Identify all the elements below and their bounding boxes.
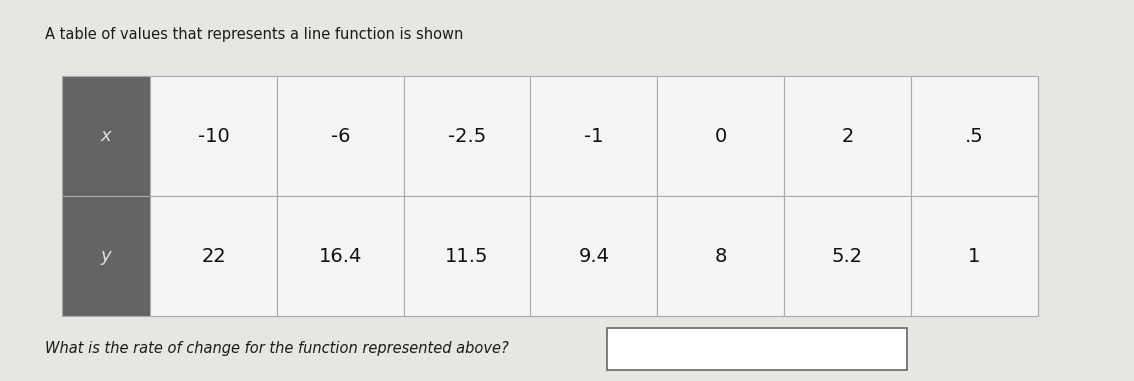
Bar [404, 196, 531, 316]
Text: -2.5: -2.5 [448, 127, 486, 146]
Text: -6: -6 [331, 127, 350, 146]
Text: 8: 8 [714, 247, 727, 266]
Text: A table of values that represents a line function is shown: A table of values that represents a line… [45, 27, 464, 42]
Text: 11.5: 11.5 [446, 247, 489, 266]
Bar [784, 76, 911, 196]
Text: 9.4: 9.4 [578, 247, 609, 266]
Text: 22: 22 [201, 247, 226, 266]
Bar [531, 196, 658, 316]
Text: 1: 1 [968, 247, 981, 266]
Text: -10: -10 [197, 127, 229, 146]
Text: .5: .5 [965, 127, 983, 146]
Bar [62, 76, 150, 196]
Bar [277, 196, 404, 316]
Bar [277, 76, 404, 196]
Text: x: x [101, 127, 111, 145]
Bar [531, 76, 658, 196]
Bar [150, 76, 277, 196]
Bar [658, 76, 784, 196]
Bar [911, 196, 1038, 316]
Bar [404, 76, 531, 196]
Text: What is the rate of change for the function represented above?: What is the rate of change for the funct… [45, 341, 509, 356]
Bar [62, 196, 150, 316]
Bar [607, 328, 907, 370]
Bar [150, 196, 277, 316]
Text: -1: -1 [584, 127, 603, 146]
Text: 5.2: 5.2 [832, 247, 863, 266]
Bar [658, 196, 784, 316]
Bar [911, 76, 1038, 196]
Text: 2: 2 [841, 127, 854, 146]
Bar [784, 196, 911, 316]
Text: 16.4: 16.4 [319, 247, 362, 266]
Text: y: y [101, 247, 111, 265]
Text: 0: 0 [714, 127, 727, 146]
